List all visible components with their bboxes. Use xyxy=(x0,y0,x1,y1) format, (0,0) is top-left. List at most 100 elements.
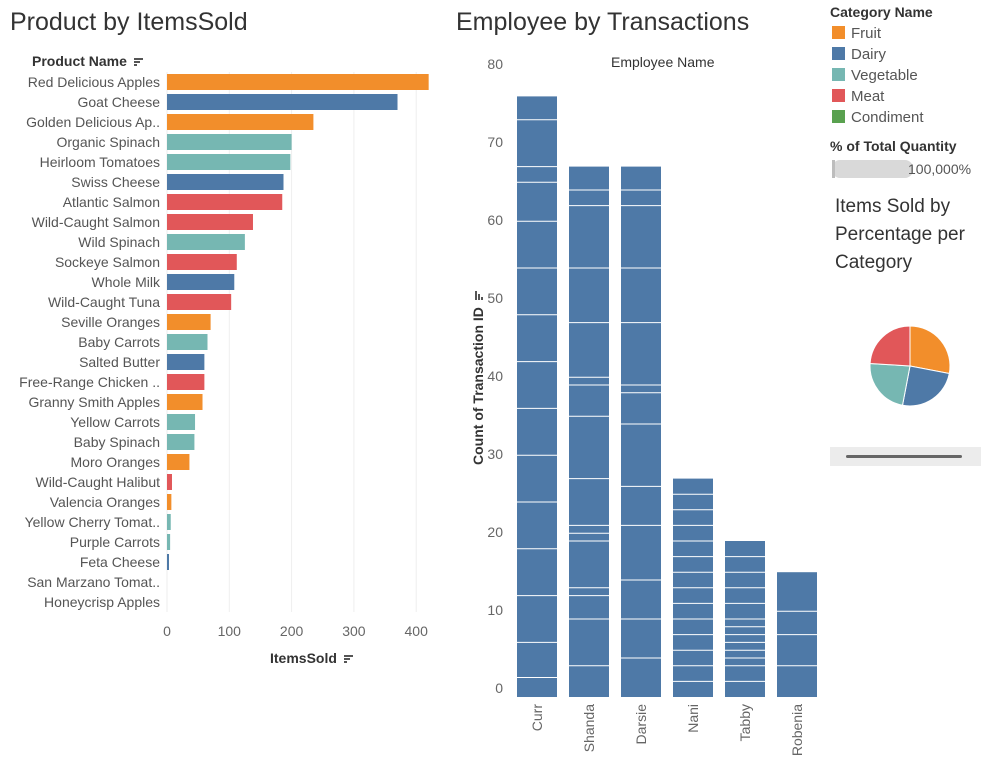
itemssold-axis-label: ItemsSold xyxy=(270,650,337,666)
column-bar[interactable] xyxy=(569,166,609,698)
right-chart-title: Employee by Transactions xyxy=(456,8,750,36)
bar[interactable] xyxy=(167,414,196,430)
y-tick-label: 50 xyxy=(487,290,503,306)
percent-range-fill[interactable] xyxy=(832,160,913,178)
category-label: Valencia Oranges xyxy=(50,494,160,510)
percent-filter-title: % of Total Quantity xyxy=(830,138,957,154)
category-label: Whole Milk xyxy=(92,274,161,290)
category-label: San Marzano Tomat.. xyxy=(27,574,160,590)
category-label: Yellow Carrots xyxy=(70,414,160,430)
sort-icon[interactable] xyxy=(475,291,484,301)
legend-item-dairy[interactable]: Dairy xyxy=(832,46,886,64)
category-label: Organic Spinach xyxy=(56,134,160,150)
bar[interactable] xyxy=(167,274,235,290)
y-tick-label: 0 xyxy=(495,680,503,696)
bar[interactable] xyxy=(167,494,172,510)
itemssold-axis-title[interactable]: ItemsSold xyxy=(270,650,353,666)
bar[interactable] xyxy=(167,454,190,470)
x-tick-label: Darsie xyxy=(633,704,649,745)
bar[interactable] xyxy=(167,514,171,530)
y-tick-label: 60 xyxy=(487,212,503,228)
product-name-header-label: Product Name xyxy=(32,53,127,69)
category-label: Swiss Cheese xyxy=(71,174,160,190)
legend-title: Category Name xyxy=(830,4,933,20)
legend-item-vegetable[interactable]: Vegetable xyxy=(832,67,918,85)
bar[interactable] xyxy=(167,114,314,130)
legend-item-meat[interactable]: Meat xyxy=(832,88,884,106)
employee-name-header: Employee Name xyxy=(611,54,715,70)
left-chart-title: Product by ItemsSold xyxy=(10,8,248,36)
y-tick-label: 30 xyxy=(487,446,503,462)
x-tick-label: Robenia xyxy=(789,704,805,756)
bar[interactable] xyxy=(167,474,172,490)
column-bar[interactable] xyxy=(517,96,557,697)
category-label: Honeycrisp Apples xyxy=(44,594,160,610)
bar[interactable] xyxy=(167,334,208,350)
x-tick-label: 100 xyxy=(218,623,242,639)
bar[interactable] xyxy=(167,94,398,110)
category-label: Goat Cheese xyxy=(78,94,161,110)
pie-slice[interactable] xyxy=(869,325,911,367)
product-bar-chart[interactable]: 0 100 200 300 400 Red Delicious Apples Goat Ch… xyxy=(0,0,450,680)
bar[interactable] xyxy=(167,554,169,570)
bar[interactable] xyxy=(167,374,205,390)
category-label: Golden Delicious Ap.. xyxy=(26,114,160,130)
bar[interactable] xyxy=(167,74,429,90)
bar[interactable] xyxy=(167,194,283,210)
legend-swatch xyxy=(832,110,845,123)
category-label: Granny Smith Apples xyxy=(28,394,160,410)
category-label: Feta Cheese xyxy=(80,554,160,570)
category-label: Heirloom Tomatoes xyxy=(40,154,160,170)
category-label: Sockeye Salmon xyxy=(55,254,160,270)
bar[interactable] xyxy=(167,434,195,450)
bar[interactable] xyxy=(167,214,253,230)
sort-icon[interactable] xyxy=(343,655,353,664)
category-label: Free-Range Chicken .. xyxy=(19,374,160,390)
category-label: Red Delicious Apples xyxy=(28,74,160,90)
bar[interactable] xyxy=(167,534,171,550)
legend-swatch xyxy=(832,47,845,60)
x-tick-label: 400 xyxy=(405,623,429,639)
bar[interactable] xyxy=(167,154,291,170)
pie-slice[interactable] xyxy=(901,365,950,407)
x-tick-label: Shanda xyxy=(581,704,597,752)
legend-swatch xyxy=(832,68,845,81)
bar[interactable] xyxy=(167,354,205,370)
y-tick-label: 10 xyxy=(487,602,503,618)
x-tick-label: 0 xyxy=(163,623,171,639)
pie-slice[interactable] xyxy=(909,325,951,375)
bar[interactable] xyxy=(167,314,211,330)
x-tick-label: Curr xyxy=(529,704,545,732)
horizontal-scrollbar[interactable] xyxy=(830,447,981,466)
pie-slice[interactable] xyxy=(869,362,911,406)
category-label: Baby Spinach xyxy=(74,434,160,450)
legend-item-fruit[interactable]: Fruit xyxy=(832,25,881,43)
bar[interactable] xyxy=(167,174,284,190)
bar[interactable] xyxy=(167,394,203,410)
product-name-header[interactable]: Product Name xyxy=(32,53,143,69)
category-label: Wild-Caught Tuna xyxy=(48,294,160,310)
x-tick-label: 200 xyxy=(280,623,304,639)
sort-icon[interactable] xyxy=(133,58,143,67)
column-bar[interactable] xyxy=(725,541,765,697)
legend-item-condiment[interactable]: Condiment xyxy=(832,109,924,127)
bar[interactable] xyxy=(167,134,292,150)
column-bar[interactable] xyxy=(777,572,817,697)
x-tick-label: Nani xyxy=(685,704,701,733)
column-bar[interactable] xyxy=(621,166,661,698)
category-label: Wild-Caught Halibut xyxy=(36,474,161,490)
category-label: Baby Carrots xyxy=(78,334,160,350)
bar[interactable] xyxy=(167,234,245,250)
category-label: Yellow Cherry Tomat.. xyxy=(25,514,160,530)
pie-chart-title: Items Sold by Percentage per Category xyxy=(835,196,965,273)
category-label: Atlantic Salmon xyxy=(63,194,160,210)
column-bar[interactable] xyxy=(673,478,713,697)
scrollbar-thumb[interactable] xyxy=(846,455,962,458)
y-tick-label: 70 xyxy=(487,134,503,150)
bar[interactable] xyxy=(167,254,237,270)
category-label: Wild-Caught Salmon xyxy=(32,214,160,230)
transaction-count-axis-title[interactable]: Count of Transaction ID xyxy=(470,291,486,465)
x-tick-label: Tabby xyxy=(737,704,753,741)
percent-range-handle[interactable] xyxy=(832,160,835,178)
bar[interactable] xyxy=(167,294,232,310)
